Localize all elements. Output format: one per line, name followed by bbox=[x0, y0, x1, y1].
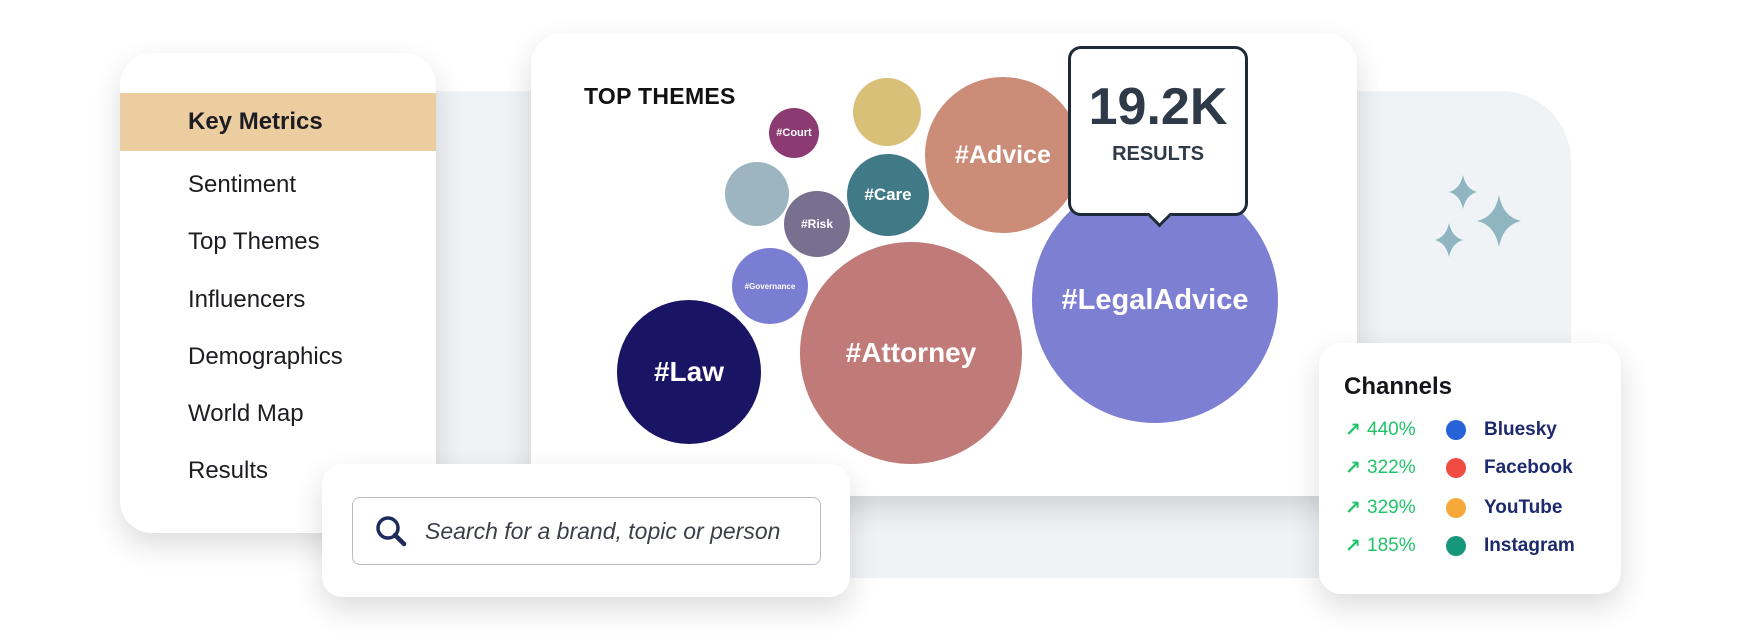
theme-bubble[interactable]: #Law bbox=[617, 300, 761, 444]
arrow-up-right-icon: ↗ bbox=[1345, 497, 1361, 519]
search-icon bbox=[376, 516, 407, 547]
arrow-up-right-icon: ↗ bbox=[1345, 457, 1361, 479]
sidebar-item-influencers[interactable]: Influencers bbox=[188, 286, 306, 313]
sidebar-item-world-map[interactable]: World Map bbox=[188, 400, 304, 427]
theme-bubble[interactable]: #LegalAdvice bbox=[1032, 177, 1278, 423]
search-card: Search for a brand, topic or person bbox=[322, 464, 850, 597]
channel-name: Bluesky bbox=[1484, 419, 1557, 440]
channel-row: ↗ 440% Bluesky bbox=[1345, 415, 1557, 445]
sidebar-item-sentiment[interactable]: Sentiment bbox=[188, 171, 297, 198]
channel-change: 185% bbox=[1367, 535, 1416, 556]
sparkles-icon bbox=[1435, 175, 1521, 257]
search-input[interactable]: Search for a brand, topic or person bbox=[352, 497, 821, 565]
theme-bubble[interactable]: #Attorney bbox=[800, 242, 1022, 464]
theme-bubble[interactable] bbox=[725, 162, 789, 226]
section-title: TOP THEMES bbox=[584, 83, 736, 109]
channel-color-dot bbox=[1446, 458, 1466, 478]
sidebar-item-key-metrics[interactable]: Key Metrics bbox=[120, 93, 436, 151]
sidebar-nav: Key Metrics Sentiment Top Themes Influen… bbox=[120, 53, 436, 533]
channel-change: 322% bbox=[1367, 457, 1416, 478]
theme-bubble[interactable]: #Advice bbox=[925, 77, 1081, 233]
channel-color-dot bbox=[1446, 420, 1466, 440]
search-placeholder: Search for a brand, topic or person bbox=[425, 517, 781, 544]
theme-bubble[interactable]: #Court bbox=[769, 108, 819, 158]
channel-row: ↗ 322% Facebook bbox=[1345, 453, 1573, 483]
channel-change: 329% bbox=[1367, 497, 1416, 518]
sidebar-item-demographics[interactable]: Demographics bbox=[188, 343, 343, 370]
channel-color-dot bbox=[1446, 536, 1466, 556]
results-label: RESULTS bbox=[1112, 143, 1204, 165]
arrow-up-right-icon: ↗ bbox=[1345, 535, 1361, 557]
theme-bubble[interactable]: #Care bbox=[847, 154, 929, 236]
theme-bubble[interactable]: #Risk bbox=[784, 191, 850, 257]
channel-name: Facebook bbox=[1484, 457, 1573, 478]
channel-name: YouTube bbox=[1484, 497, 1563, 518]
channel-name: Instagram bbox=[1484, 535, 1575, 556]
channel-row: ↗ 185% Instagram bbox=[1345, 531, 1575, 561]
arrow-up-right-icon: ↗ bbox=[1345, 419, 1361, 441]
channel-change: 440% bbox=[1367, 419, 1416, 440]
theme-bubble[interactable]: #Governance bbox=[732, 248, 808, 324]
sidebar-item-results[interactable]: Results bbox=[188, 457, 269, 484]
channel-row: ↗ 329% YouTube bbox=[1345, 493, 1562, 523]
channel-color-dot bbox=[1446, 498, 1466, 518]
results-tooltip: 19.2K RESULTS bbox=[1068, 46, 1248, 228]
channels-card: Channels ↗ 440% Bluesky ↗ 322% Facebook ↗ 329% Y… bbox=[1319, 343, 1621, 594]
theme-bubble[interactable] bbox=[853, 78, 921, 146]
results-count: 19.2K bbox=[1088, 78, 1228, 136]
top-themes-card: TOP THEMES #Court #Advice #Care #Risk #Gover… bbox=[531, 33, 1357, 496]
channels-title: Channels bbox=[1344, 373, 1453, 400]
sidebar-item-top-themes[interactable]: Top Themes bbox=[188, 228, 320, 255]
